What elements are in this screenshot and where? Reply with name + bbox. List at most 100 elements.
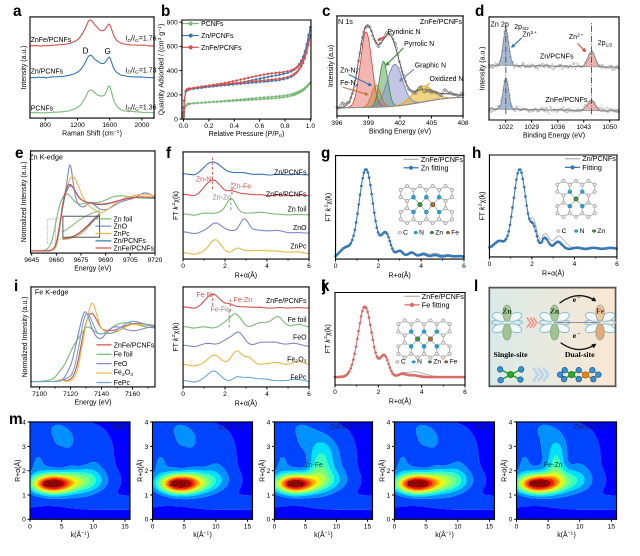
svg-text:Fe: Fe [450,359,458,366]
svg-text:0: 0 [174,116,178,123]
svg-text:Fe-Fe: Fe-Fe [210,307,229,314]
svg-text:R+α(Å): R+α(Å) [235,399,257,408]
svg-text:2: 2 [509,468,513,475]
svg-text:6: 6 [307,263,311,270]
svg-text:5: 5 [424,523,428,530]
svg-text:2: 2 [376,389,380,396]
svg-text:0.4: 0.4 [230,123,240,130]
svg-text:405: 405 [426,120,437,127]
svg-text:R+α(Å): R+α(Å) [136,460,145,482]
svg-text:9690: 9690 [98,257,113,264]
svg-text:1029: 1029 [524,124,539,131]
svg-text:Graphic N: Graphic N [415,62,446,69]
svg-text:0.2: 0.2 [204,123,214,130]
svg-text:b: b [161,3,170,20]
svg-text:2: 2 [22,468,26,475]
svg-text:Fitting: Fitting [582,163,602,172]
svg-text:402: 402 [394,120,405,127]
svg-text:Zn 2p: Zn 2p [490,20,508,29]
svg-text:N: N [419,229,424,236]
svg-text:800: 800 [40,122,51,129]
svg-text:4: 4 [145,419,149,426]
svg-text:Zn K-edge: Zn K-edge [29,153,63,162]
svg-text:0: 0 [151,523,155,530]
svg-text:10: 10 [212,523,220,530]
svg-text:Zn2+: Zn2+ [522,30,537,39]
svg-text:Binding Energy (eV): Binding Energy (eV) [523,133,585,140]
svg-text:7100: 7100 [32,391,47,398]
svg-text:400: 400 [167,68,178,75]
svg-text:Zn/PCNFs: Zn/PCNFs [540,51,574,60]
svg-text:200: 200 [167,92,178,99]
svg-text:0: 0 [393,523,397,530]
svg-text:ZnFe/PCNFs: ZnFe/PCNFs [266,298,307,305]
svg-text:0: 0 [488,261,492,268]
svg-text:FePc: FePc [114,380,131,387]
svg-text:d: d [475,3,484,20]
svg-text:R+α(Å): R+α(Å) [389,271,411,280]
svg-text:Zn: Zn [433,359,441,366]
svg-text:7160: 7160 [125,391,140,398]
svg-text:Fe-Zn: Fe-Zn [544,462,563,469]
svg-text:5: 5 [182,523,186,530]
svg-text:Fe fitting: Fe fitting [422,300,450,309]
svg-text:Zn-N: Zn-N [169,479,185,488]
svg-text:ZnFe/PCNFs: ZnFe/PCNFs [31,37,72,44]
svg-text:Fe-N: Fe-N [529,479,545,488]
svg-text:1: 1 [509,492,513,499]
svg-text:15: 15 [608,523,616,530]
svg-text:Zn/PCNFs: Zn/PCNFs [201,33,234,40]
svg-text:ZnFe/PCNFs: ZnFe/PCNFs [421,155,464,164]
svg-text:Pyridinic N: Pyridinic N [387,29,420,36]
svg-text:e−: e− [573,295,580,304]
svg-text:4: 4 [265,391,269,398]
svg-text:0: 0 [333,389,337,396]
svg-text:ZnPc: ZnPc [111,424,128,431]
svg-text:15: 15 [244,523,252,530]
svg-text:600: 600 [167,44,178,51]
svg-text:Normalized Intensity (a.u.): Normalized Intensity (a.u.) [21,161,28,242]
svg-text:15: 15 [486,523,494,530]
svg-text:0: 0 [334,263,338,270]
svg-text:ZnFe/PCNFs: ZnFe/PCNFs [574,424,615,431]
svg-text:4: 4 [265,263,269,270]
svg-text:Zn/PCNFs: Zn/PCNFs [31,68,64,75]
svg-text:g: g [321,145,330,162]
svg-text:408: 408 [458,120,469,127]
svg-text:ZnO: ZnO [113,224,127,231]
svg-text:Energy (eV): Energy (eV) [75,399,112,406]
svg-text:i: i [14,278,18,295]
svg-text:0.8: 0.8 [280,123,290,130]
svg-text:2: 2 [530,261,534,268]
svg-text:4: 4 [22,419,26,426]
svg-text:0: 0 [387,517,391,524]
svg-text:800: 800 [167,20,178,27]
svg-text:k(Å)−1: k(Å)−1 [71,530,90,539]
svg-text:Zn-Nx: Zn-Nx [340,67,359,75]
svg-text:N 1s: N 1s [338,17,353,26]
svg-text:Fe foil: Fe foil [114,352,133,359]
svg-text:6: 6 [462,263,466,270]
svg-text:ZnPc: ZnPc [290,243,307,250]
svg-text:Oxidized N: Oxidized N [429,76,463,83]
svg-text:0: 0 [181,391,185,398]
svg-text:2000: 2000 [135,122,150,129]
svg-text:FePc: FePc [290,374,307,381]
svg-text:f: f [166,145,172,162]
svg-text:5: 5 [546,523,550,530]
svg-text:C: C [401,359,406,366]
svg-text:9660: 9660 [49,257,64,264]
svg-text:Zn-Zn: Zn-Zn [213,194,232,201]
svg-text:PCNFs: PCNFs [201,21,224,28]
svg-text:QuantityAdsorbed/(cmg)3−1: QuantityAdsorbed/(cmg)3−1 [157,24,166,116]
svg-text:ZnFe/PCNFs: ZnFe/PCNFs [420,17,463,26]
svg-text:4: 4 [573,261,577,268]
svg-text:ZnFe/PCNFs: ZnFe/PCNFs [545,95,588,104]
svg-text:l: l [474,278,478,295]
svg-text:Zn/PCNFs: Zn/PCNFs [582,154,616,163]
svg-text:2: 2 [223,263,227,270]
svg-text:Single-site: Single-site [494,350,529,359]
